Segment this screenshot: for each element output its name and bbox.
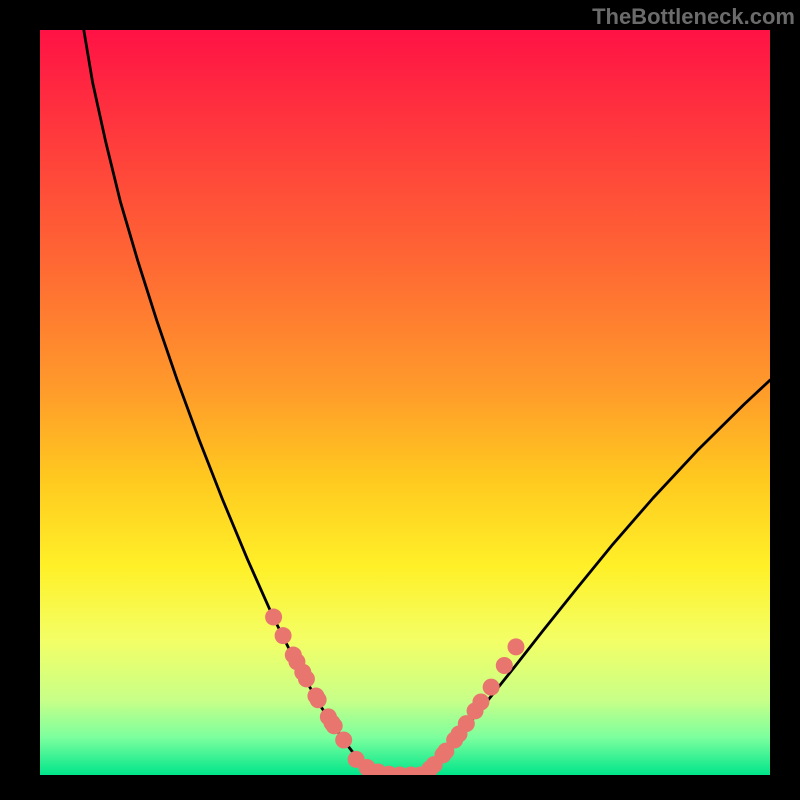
marker-right [483,679,500,696]
watermark-text: TheBottleneck.com [592,4,795,30]
plot-area [40,30,770,775]
gradient-background [40,30,770,775]
marker-right [507,638,524,655]
plot-svg [40,30,770,775]
marker-left [326,717,343,734]
marker-left [310,691,327,708]
marker-right [496,657,513,674]
marker-right [472,693,489,710]
marker-left [298,670,315,687]
chart-root: TheBottleneck.com [0,0,800,800]
marker-left [265,609,282,626]
marker-left [335,731,352,748]
marker-left [275,627,292,644]
